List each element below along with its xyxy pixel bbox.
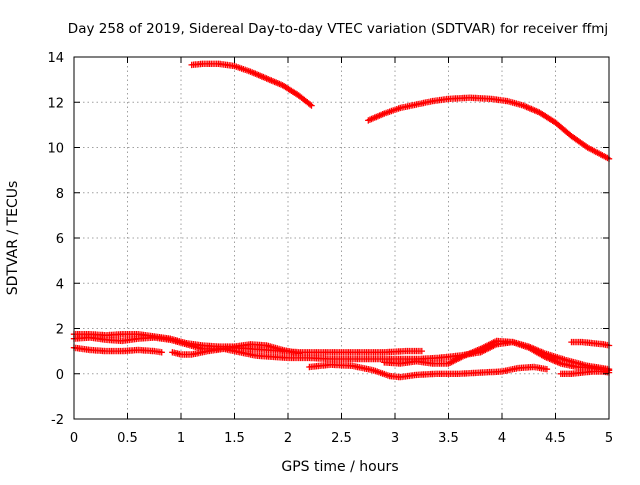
series-track-5	[70, 344, 165, 356]
tick-layer: 0 0.5 1 1.5 2 2.5 3 3.5 4 4.5 5 -2 0 2 4 6 8 10 12 14	[47, 51, 613, 446]
x-tick-label: 2.5	[331, 431, 352, 446]
x-tick-label: 1.5	[224, 431, 245, 446]
y-axis-label: SDTVAR / TECUs	[5, 181, 21, 296]
x-tick-label: 1	[177, 431, 185, 446]
data-point-markers	[381, 337, 613, 374]
y-tick-label: 12	[47, 96, 64, 111]
series-track-9	[557, 368, 613, 377]
x-axis-label: GPS time / hours	[281, 459, 398, 475]
y-tick-label: 6	[56, 232, 64, 247]
y-tick-label: 14	[47, 51, 64, 66]
data-point-markers	[568, 338, 613, 349]
y-tick-label: 2	[56, 323, 64, 338]
series-track-10	[568, 338, 613, 349]
series-track-8	[381, 337, 613, 374]
data-point-markers	[188, 60, 315, 109]
series-track-7	[306, 361, 551, 381]
data-point-markers	[557, 368, 613, 377]
x-tick-label: 4.5	[545, 431, 566, 446]
data-point-markers	[70, 344, 165, 356]
data-point-markers	[365, 94, 613, 162]
x-tick-label: 3.5	[438, 431, 459, 446]
x-tick-label: 0.5	[117, 431, 138, 446]
x-tick-label: 3	[391, 431, 399, 446]
y-tick-label: 4	[56, 277, 64, 292]
x-tick-label: 4	[498, 431, 506, 446]
series-track-2	[365, 94, 613, 162]
x-tick-label: 0	[70, 431, 78, 446]
y-tick-label: 8	[56, 187, 64, 202]
data-point-markers	[306, 361, 551, 381]
series-track-1	[188, 60, 315, 109]
x-tick-label: 2	[284, 431, 292, 446]
x-tick-label: 5	[605, 431, 613, 446]
y-tick-label: -2	[51, 413, 64, 428]
chart-title: Day 258 of 2019, Sidereal Day-to-day VTE…	[68, 21, 608, 37]
y-tick-label: 10	[47, 142, 64, 157]
y-tick-label: 0	[56, 368, 64, 383]
